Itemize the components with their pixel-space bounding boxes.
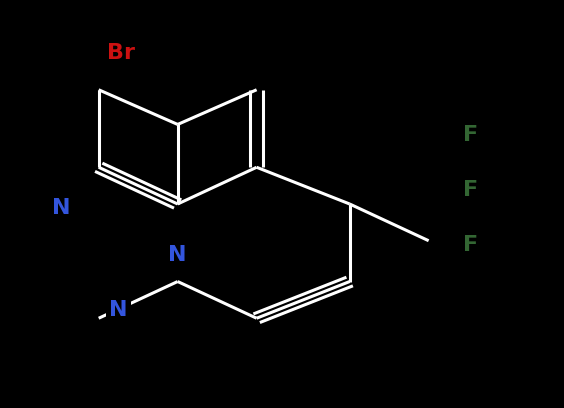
Text: F: F	[464, 235, 478, 255]
Text: N: N	[169, 245, 187, 265]
Text: N: N	[109, 300, 127, 320]
Text: F: F	[464, 180, 478, 200]
Text: N: N	[52, 198, 70, 218]
Text: F: F	[464, 124, 478, 145]
Text: Br: Br	[107, 43, 135, 63]
